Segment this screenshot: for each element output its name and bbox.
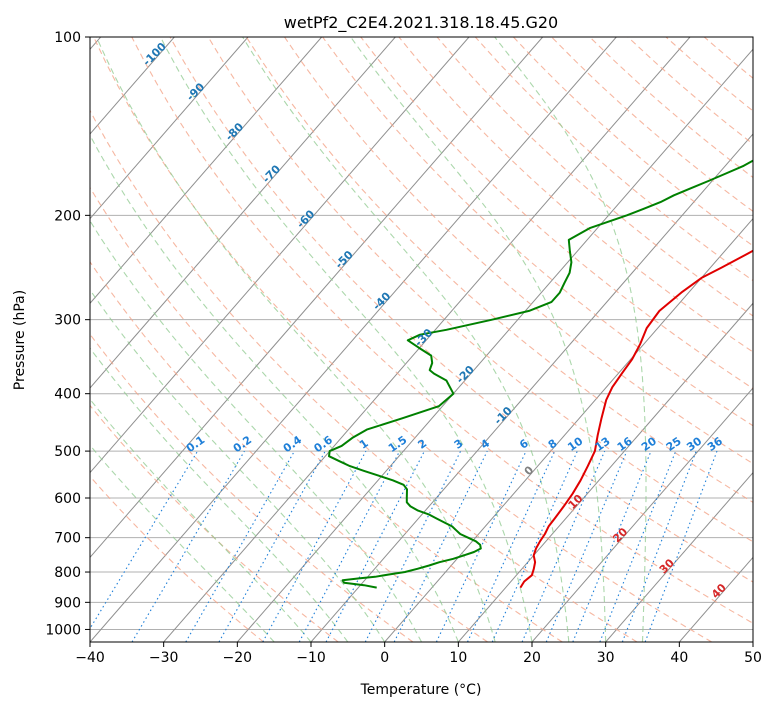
isotherm-line: [753, 37, 775, 642]
moist-adiabat-line: [3, 37, 421, 642]
mixing-ratio-label: 1.5: [386, 433, 409, 455]
dry-adiabat-line: [552, 37, 775, 642]
y-tick-label: 700: [54, 531, 81, 547]
x-tick-label: −40: [75, 650, 105, 666]
mixing-ratio-line: [645, 451, 717, 642]
isotherm-label: -50: [333, 248, 356, 271]
data-series: [329, 37, 775, 588]
isotherm-line: [458, 37, 775, 642]
moist-adiabat-line: [351, 37, 606, 642]
dry-adiabat-line: [437, 37, 775, 642]
dry-adiabat-line: [475, 37, 775, 642]
dry-adiabat-line: [704, 37, 775, 642]
y-axis-label: Pressure (hPa): [12, 290, 28, 390]
y-tick-label: 600: [54, 491, 81, 507]
mixing-ratio-line: [219, 451, 325, 642]
y-tick-label: 100: [54, 30, 81, 46]
dry-adiabat-label: 40: [709, 581, 729, 601]
isotherm-line: [311, 37, 775, 642]
x-tick-label: 10: [449, 650, 467, 666]
isotherm-label: -80: [223, 120, 246, 143]
isotherm-label: -70: [260, 162, 283, 185]
moist-adiabat-line: [243, 37, 569, 642]
isotherm-line: [0, 37, 395, 642]
isotherm-label: -60: [294, 207, 317, 230]
y-tick-label: 400: [54, 387, 81, 403]
dry-adiabat-label: 30: [657, 556, 677, 576]
y-tick-label: 300: [54, 313, 81, 329]
mixing-ratio-line: [622, 451, 696, 642]
x-tick-label: 50: [744, 650, 762, 666]
moist-adiabat-line: [97, 37, 496, 642]
mixing-ratio-line: [573, 451, 651, 642]
chart-title: wetPf2_C2E4.2021.318.18.45.G20: [284, 13, 558, 33]
x-tick-label: −20: [223, 650, 253, 666]
mixing-ratio-label: 8: [546, 437, 560, 452]
isotherm-label: -90: [184, 80, 207, 103]
dry-adiabat-line: [513, 37, 775, 642]
isotherm-line: [679, 37, 775, 642]
dry-adiabat-line: [590, 37, 775, 642]
moist-adiabat-line: [0, 37, 348, 642]
y-tick-label: 900: [54, 595, 81, 611]
mixing-ratio-line: [394, 451, 487, 642]
isotherm-label: -40: [370, 289, 393, 312]
dry-adiabat-line: [94, 37, 712, 642]
moist-adiabat-line: [0, 37, 385, 642]
x-tick-label: 20: [523, 650, 541, 666]
y-tick-label: 800: [54, 565, 81, 581]
temperature-profile-line: [520, 37, 775, 588]
mixing-ratio-label: 4: [478, 437, 492, 452]
dry-adiabat-label: 10: [566, 492, 586, 512]
moist-adiabat-line: [45, 37, 458, 642]
mixing-ratio-label: 3: [452, 437, 466, 452]
mixing-ratio-label: 2: [416, 437, 430, 452]
background-lines: [0, 37, 775, 642]
mixing-ratio-line: [492, 451, 577, 642]
isotherm-line: [0, 37, 248, 642]
isotherm-line: [532, 37, 775, 642]
x-tick-label: 0: [380, 650, 389, 666]
isotherm-label: -20: [454, 363, 477, 386]
mixing-ratio-label: 0.4: [281, 433, 305, 455]
x-axis-label: Temperature (°C): [360, 682, 482, 698]
x-tick-label: −30: [149, 650, 179, 666]
moist-adiabat-line: [495, 37, 646, 642]
isotherm-label: -100: [140, 40, 169, 69]
dry-adiabat-label: 20: [610, 525, 630, 545]
dry-adiabat-line: [246, 37, 775, 642]
x-tick-label: 40: [670, 650, 688, 666]
dry-adiabat-line: [399, 37, 775, 642]
y-tick-label: 200: [54, 208, 81, 224]
mixing-ratio-label: 0.6: [312, 433, 336, 455]
x-tick-label: −10: [296, 650, 326, 666]
dry-adiabat-line: [56, 37, 638, 642]
x-tick-label: 30: [597, 650, 615, 666]
dewpoint-profile-line: [329, 37, 775, 588]
dry-adiabat-line: [666, 37, 775, 642]
moist-adiabat-line: [0, 37, 311, 642]
y-tick-label: 500: [54, 444, 81, 460]
y-tick-label: 1000: [45, 622, 81, 638]
mixing-ratio-label: 0.1: [184, 433, 207, 455]
isotherm-line: [0, 37, 322, 642]
isotherm-line: [385, 37, 775, 642]
